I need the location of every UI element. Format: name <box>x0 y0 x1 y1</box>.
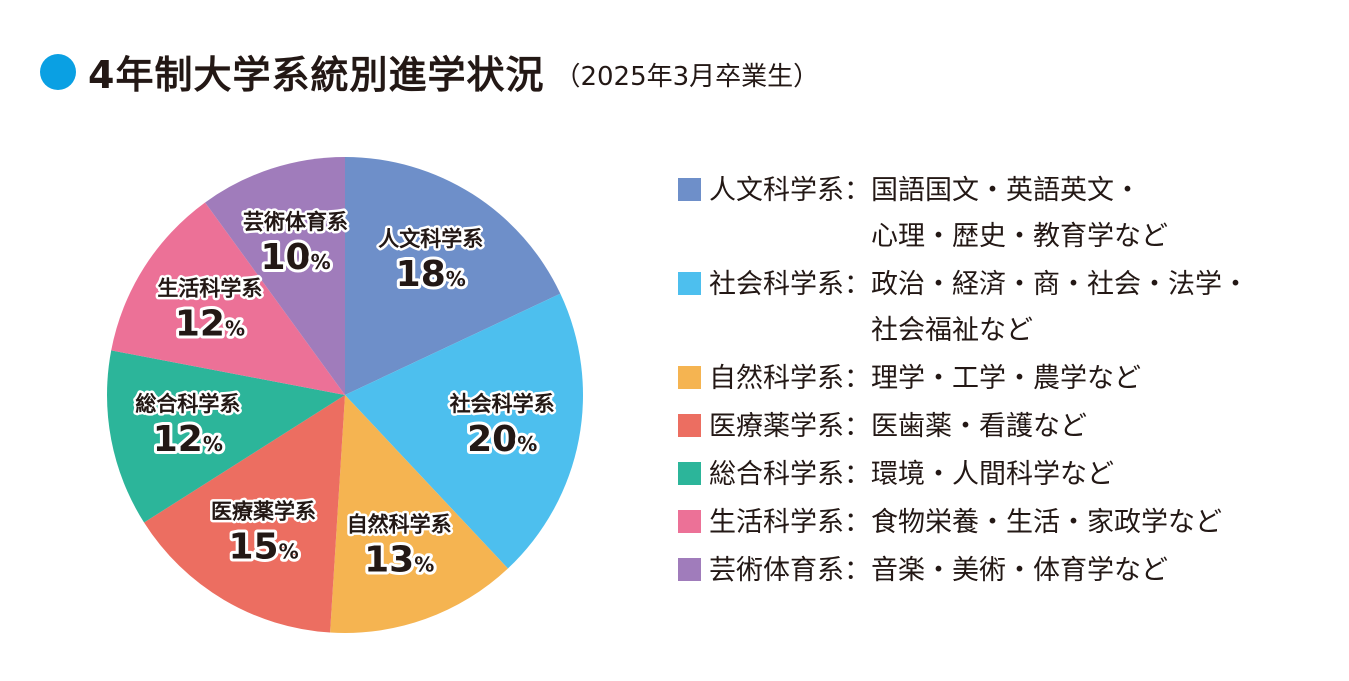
legend-description-line: 音楽・美術・体育学など <box>871 555 1168 586</box>
legend-description-line: 社会福祉など <box>871 315 1033 346</box>
pie-slice-6 <box>205 157 345 395</box>
slice-value-3: 15% <box>228 527 298 568</box>
legend-description-0: 国語国文・英語英文・ 心理・歴史・教育学など <box>871 168 1168 260</box>
legend-description-line: 食物栄養・生活・家政学など <box>871 507 1222 538</box>
legend-description-5: 食物栄養・生活・家政学など <box>871 500 1222 546</box>
legend-description-line: 心理・歴史・教育学など <box>871 221 1168 252</box>
legend-item-0: 人文科学系： 国語国文・英語英文・ 心理・歴史・教育学など <box>678 168 1249 260</box>
slice-value-4: 12% <box>153 419 223 460</box>
legend-description-3: 医歯薬・看護など <box>871 404 1087 450</box>
legend-item-3: 医療薬学系： 医歯薬・看護など <box>678 404 1249 450</box>
legend-description-1: 政治・経済・商・社会・法学・ 社会福祉など <box>871 262 1249 354</box>
legend-description-line: 環境・人間科学など <box>871 459 1114 490</box>
legend-swatch-5 <box>678 510 701 533</box>
legend-description-2: 理学・工学・農学など <box>871 356 1141 402</box>
legend-swatch-6 <box>678 558 701 581</box>
legend-description-6: 音楽・美術・体育学など <box>871 548 1168 594</box>
legend-description-line: 医歯薬・看護など <box>871 411 1087 442</box>
legend-swatch-3 <box>678 414 701 437</box>
pie-slice-0 <box>345 157 561 395</box>
chart-subtitle: （2025年3月卒業生） <box>554 62 820 92</box>
slice-value-5: 12% <box>175 303 245 344</box>
legend-item-1: 社会科学系： 政治・経済・商・社会・法学・ 社会福祉など <box>678 262 1249 354</box>
title-bullet-icon <box>40 53 76 90</box>
legend-name-2: 自然科学系： <box>709 363 871 394</box>
slice-label-5: 生活科学系 <box>157 276 262 300</box>
legend-item-2: 自然科学系： 理学・工学・農学など <box>678 356 1249 402</box>
legend-name-1: 社会科学系： <box>709 269 871 300</box>
legend-swatch-0 <box>678 178 701 201</box>
pie-slice-4 <box>107 350 346 523</box>
pie-slice-2 <box>330 395 508 633</box>
legend-name-6: 芸術体育系： <box>709 555 871 586</box>
legend-swatch-4 <box>678 462 701 485</box>
slice-value-1: 20% <box>467 419 537 460</box>
pie-slice-3 <box>144 395 345 633</box>
slice-value-6: 10% <box>260 237 330 278</box>
chart-title-row: 4年制大学系統別進学状況 （2025年3月卒業生） <box>40 44 819 99</box>
legend-name-4: 総合科学系： <box>709 459 871 490</box>
slice-value-2: 13% <box>364 540 434 581</box>
legend-name-0: 人文科学系： <box>709 175 871 206</box>
pie-chart: 人文科学系 18% 社会科学系 20% 自然科学系 13% 医療薬学系 15% 総合科学系 12%… <box>107 157 583 633</box>
slice-label-6: 芸術体育系 <box>243 210 348 234</box>
legend-description-line: 理学・工学・農学など <box>871 363 1141 394</box>
legend-item-4: 総合科学系： 環境・人間科学など <box>678 452 1249 498</box>
legend-name-5: 生活科学系： <box>709 507 871 538</box>
pie-slice-1 <box>345 293 583 569</box>
legend: 人文科学系： 国語国文・英語英文・ 心理・歴史・教育学など 社会科学系： 政治・経済・商… <box>678 168 1249 596</box>
legend-item-6: 芸術体育系： 音楽・美術・体育学など <box>678 548 1249 594</box>
legend-swatch-2 <box>678 366 701 389</box>
slice-label-1: 社会科学系 <box>449 392 555 416</box>
legend-description-4: 環境・人間科学など <box>871 452 1114 498</box>
legend-description-line: 国語国文・英語英文・ <box>871 175 1141 206</box>
slice-label-2: 自然科学系 <box>347 513 452 537</box>
pie-slice-5 <box>111 202 345 395</box>
legend-swatch-1 <box>678 272 701 295</box>
slice-value-0: 18% <box>396 254 466 295</box>
slice-label-3: 医療薬学系 <box>211 500 316 524</box>
legend-item-5: 生活科学系： 食物栄養・生活・家政学など <box>678 500 1249 546</box>
legend-description-line: 政治・経済・商・社会・法学・ <box>871 269 1249 300</box>
slice-label-0: 人文科学系 <box>378 227 483 251</box>
chart-title: 4年制大学系統別進学状況 <box>88 53 545 97</box>
legend-name-3: 医療薬学系： <box>709 411 871 442</box>
slice-label-4: 総合科学系 <box>135 392 240 416</box>
